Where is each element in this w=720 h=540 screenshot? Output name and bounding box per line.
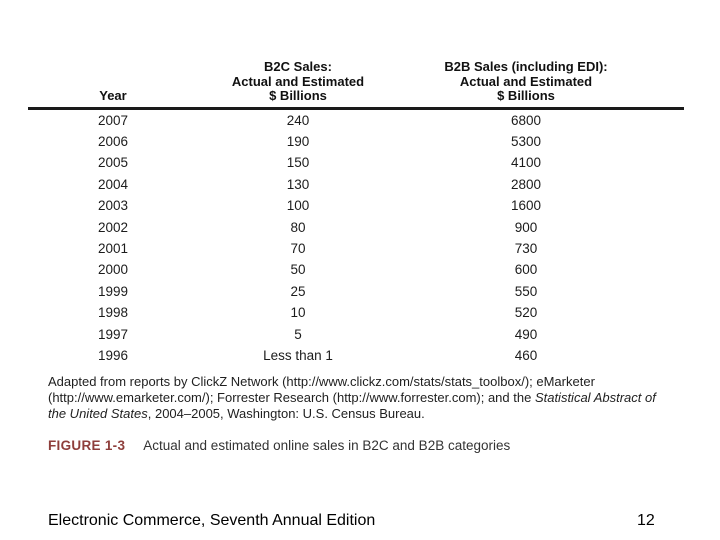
b2c-value-cell: 150 [286, 155, 310, 171]
b2c-header-line1: B2C Sales: [264, 59, 332, 74]
b2c-value-cell: 130 [286, 176, 310, 192]
footer-book-title: Electronic Commerce, Seventh Annual Edit… [48, 512, 376, 529]
source-note-italic-title: Statistical Abstract of the United State… [48, 390, 656, 421]
table-row: 1999 25 550 [28, 281, 684, 302]
table-row: 2004 130 2800 [28, 174, 684, 195]
footer-page-number: 12 [637, 512, 655, 529]
table-header-row: Year B2C Sales: Actual and Estimated $ B… [28, 59, 684, 110]
b2b-value-cell: 460 [514, 347, 538, 363]
year-cell: 2000 [97, 262, 129, 278]
year-header-label: Year [99, 88, 127, 103]
b2b-value-cell: 2800 [510, 176, 542, 192]
b2c-value-cell: 10 [290, 305, 306, 321]
year-cell: 2005 [97, 155, 129, 171]
b2b-value-cell: 5300 [510, 134, 542, 150]
table-row: 2005 150 4100 [28, 152, 684, 173]
b2c-value-cell: 100 [286, 198, 310, 214]
b2b-header-line2: Actual and Estimated [459, 73, 593, 89]
b2c-value-cell: 50 [290, 262, 306, 278]
table-row: 2001 70 730 [28, 238, 684, 259]
table-row: 1997 5 490 [28, 323, 684, 344]
figure-caption-text: Actual and estimated online sales in B2C… [143, 438, 511, 453]
year-cell: 1998 [97, 305, 129, 321]
b2b-value-cell: 600 [514, 262, 538, 278]
b2b-value-cell: 6800 [510, 112, 542, 128]
year-cell: 2003 [97, 198, 129, 214]
b2b-value-cell: 550 [514, 283, 538, 299]
year-cell: 1997 [97, 326, 129, 342]
b2c-value-cell: 25 [290, 283, 306, 299]
table-row: 2007 240 6800 [28, 110, 684, 131]
b2c-value-cell: 240 [286, 112, 310, 128]
b2c-value-cell: 80 [290, 219, 306, 235]
year-cell: 2001 [97, 241, 129, 257]
sales-figure-table: Year B2C Sales: Actual and Estimated $ B… [28, 59, 684, 367]
table-row: 1996 Less than 1 460 [28, 345, 684, 366]
b2b-header-line1: B2B Sales (including EDI): [444, 59, 608, 74]
year-cell: 2007 [97, 112, 129, 128]
year-cell: 2006 [97, 134, 129, 150]
column-header-b2c: B2C Sales: Actual and Estimated $ Billio… [198, 59, 398, 104]
column-header-b2b: B2B Sales (including EDI): Actual and Es… [398, 59, 654, 104]
b2c-value-cell: 70 [290, 241, 306, 257]
table-row: 2006 190 5300 [28, 131, 684, 152]
table-row: 2002 80 900 [28, 216, 684, 237]
b2b-value-cell: 490 [514, 326, 538, 342]
b2b-value-cell: 1600 [510, 198, 542, 214]
b2c-header-line3: $ Billions [269, 88, 327, 103]
source-note-part1: Adapted from reports by ClickZ Network (… [48, 374, 595, 405]
b2b-value-cell: 4100 [510, 155, 542, 171]
b2b-value-cell: 520 [514, 305, 538, 321]
b2c-value-cell: 190 [286, 134, 310, 150]
column-header-year: Year [28, 60, 198, 104]
table-row: 2000 50 600 [28, 259, 684, 280]
source-note-part2: , 2004–2005, Washington: U.S. Census Bur… [147, 406, 425, 421]
table-row: 2003 100 1600 [28, 195, 684, 216]
figure-label: FIGURE 1-3 [48, 438, 126, 453]
year-cell: 1996 [97, 347, 129, 363]
b2b-value-cell: 730 [514, 241, 538, 257]
year-cell: 2004 [97, 176, 129, 192]
year-cell: 2002 [97, 219, 129, 235]
b2c-value-cell: Less than 1 [263, 347, 333, 363]
header-filler [654, 60, 684, 104]
table-row: 1998 10 520 [28, 302, 684, 323]
source-note: Adapted from reports by ClickZ Network (… [48, 374, 676, 422]
figure-caption: FIGURE 1-3 Actual and estimated online sa… [48, 438, 688, 453]
b2b-header-line3: $ Billions [497, 88, 555, 103]
b2b-value-cell: 900 [514, 219, 538, 235]
table-body: 2007 240 6800 2006 190 5300 2005 150 410… [28, 110, 684, 367]
b2c-value-cell: 5 [294, 326, 302, 342]
year-cell: 1999 [97, 283, 129, 299]
b2c-header-line2: Actual and Estimated [231, 73, 365, 89]
